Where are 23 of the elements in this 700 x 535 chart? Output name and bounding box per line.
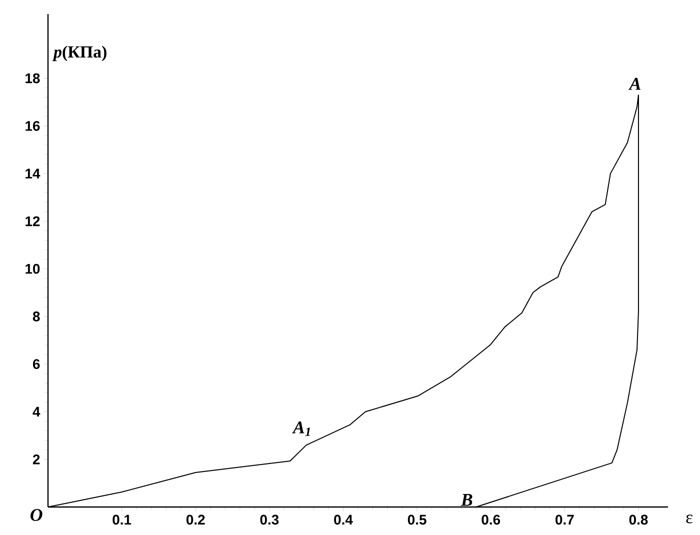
annotation: A <box>628 78 641 90</box>
y-tick-label: 8 <box>32 312 40 322</box>
x-tick-label: 0.5 <box>408 514 426 525</box>
annotation: O <box>30 508 42 522</box>
annotation: B <box>460 494 472 506</box>
x-tick-label: 0.1 <box>112 514 132 525</box>
y-tick-label: 2 <box>32 454 40 464</box>
x-tick-label: 0.8 <box>629 514 648 525</box>
y-axis-title: p(КПа) <box>52 46 106 62</box>
y-tick-label: 4 <box>32 406 40 417</box>
annotation: A$_{1}$ <box>292 421 310 436</box>
y-tick-label: 18 <box>26 73 40 84</box>
x-tick-label: 0.2 <box>186 514 205 525</box>
y-tick-label: 12 <box>26 216 40 226</box>
y-tick-label: 6 <box>32 359 40 370</box>
y-tick-label: 10 <box>26 264 40 274</box>
x-tick-label: 0.7 <box>556 514 574 525</box>
x-tick-label: 0.4 <box>334 514 353 525</box>
x-tick-label: 0.3 <box>260 514 279 525</box>
y-tick-label: 16 <box>26 120 40 131</box>
x-axis-title: ε <box>686 514 693 524</box>
y-tick-label: 14 <box>26 168 40 178</box>
x-tick-label: 0.6 <box>482 514 500 525</box>
